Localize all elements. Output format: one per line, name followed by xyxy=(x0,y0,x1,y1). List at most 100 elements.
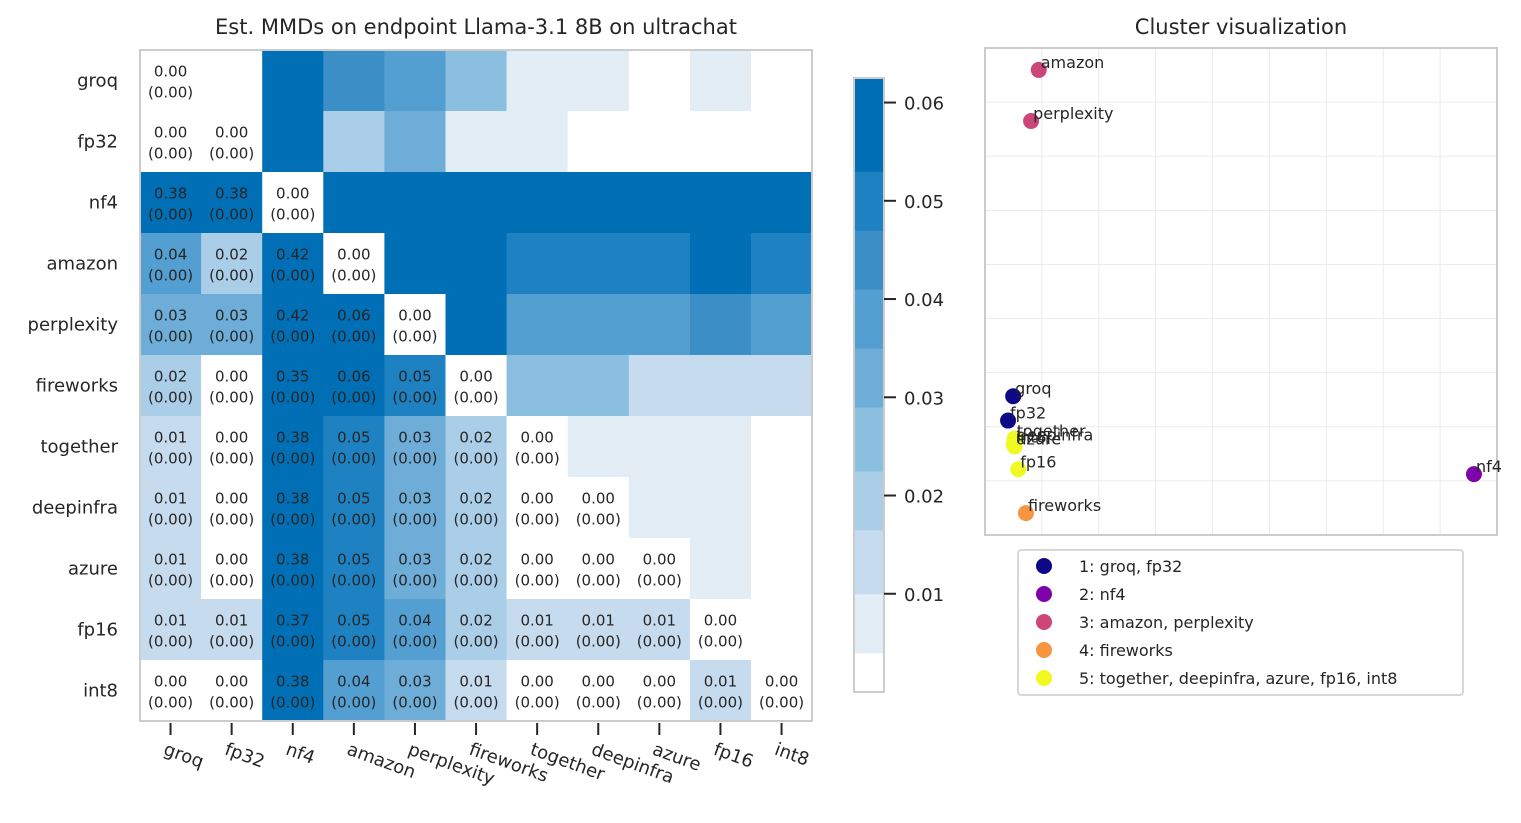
cell-std: (0.00) xyxy=(331,389,376,407)
cell-value: 0.00 xyxy=(398,307,431,325)
heatmap-cell-perplexity-amazon xyxy=(323,294,385,356)
heatmap-title: Est. MMDs on endpoint Llama-3.1 8B on ul… xyxy=(215,15,737,39)
cell-std: (0.00) xyxy=(698,633,743,651)
cell-value: 0.00 xyxy=(643,551,676,569)
cell-value: 0.00 xyxy=(215,124,248,142)
heatmap-cell-deepinfra-perplexity xyxy=(384,477,447,539)
cell-std: (0.00) xyxy=(453,511,498,529)
cell-std: (0.00) xyxy=(453,633,498,651)
cell-std: (0.00) xyxy=(270,389,315,407)
cell-label-perplexity-amazon: 0.06 (0.00) xyxy=(331,307,376,346)
cell-label-deepinfra-groq: 0.01 (0.00) xyxy=(148,490,193,529)
cell-std: (0.00) xyxy=(331,572,376,590)
colorbar-tick-0.06: 0.06 xyxy=(904,94,944,115)
cell-std: (0.00) xyxy=(515,450,560,468)
cell-label-int8-amazon: 0.04 (0.00) xyxy=(331,673,376,712)
heatmap-cell-fp16-groq xyxy=(140,599,202,661)
cell-value: 0.38 xyxy=(276,551,309,569)
y-tick-deepinfra: deepinfra xyxy=(32,498,118,519)
heatmap-y-ticks: groq fp32 nf4 amazon perplexity fireworks toge… xyxy=(28,71,119,702)
y-tick-int8: int8 xyxy=(83,681,118,702)
y-tick-groq: groq xyxy=(77,71,118,92)
colorbar-segment-3 xyxy=(854,470,884,531)
cell-std: (0.00) xyxy=(270,511,315,529)
cell-value: 0.02 xyxy=(215,246,248,264)
cell-label-fireworks-groq: 0.02 (0.00) xyxy=(148,368,193,407)
cell-std: (0.00) xyxy=(453,450,498,468)
colorbar-tick-0.03: 0.03 xyxy=(904,388,944,409)
cell-label-azure-nf4: 0.38 (0.00) xyxy=(270,551,315,590)
heatmap-cell-nf4-int8 xyxy=(751,172,813,234)
heatmap-cell-together-azure xyxy=(628,416,691,478)
point-label-nf4: nf4 xyxy=(1476,457,1502,476)
cell-std: (0.00) xyxy=(515,511,560,529)
heatmap-cell-amazon-deepinfra xyxy=(567,233,630,295)
point-perplexity xyxy=(1023,113,1040,130)
heatmap-cell-nf4-fp16 xyxy=(689,172,752,234)
heatmap-cell-amazon-amazon xyxy=(323,233,385,295)
heatmap-cell-groq-perplexity xyxy=(384,50,447,112)
heatmap-cell-azure-fp16 xyxy=(689,538,752,600)
cell-value: 0.05 xyxy=(398,368,431,386)
cell-std: (0.00) xyxy=(453,572,498,590)
cell-value: 0.00 xyxy=(459,368,492,386)
heatmap-cell-nf4-nf4 xyxy=(262,172,324,234)
heatmap-cell-int8-groq xyxy=(140,660,202,722)
heatmap-cell-int8-nf4 xyxy=(262,660,324,722)
cell-label-fp16-fp16: 0.00 (0.00) xyxy=(698,612,743,651)
heatmap-cell-together-fp16 xyxy=(689,416,752,478)
heatmap-cell-perplexity-azure xyxy=(628,294,691,356)
heatmap-cell-labels: 0.00 (0.00) 0.00 (0.00) 0.00 (0.00) 0.38 (0.00)… xyxy=(148,63,804,712)
cell-value: 0.00 xyxy=(337,246,370,264)
cell-label-perplexity-perplexity: 0.00 (0.00) xyxy=(392,307,437,346)
colorbar-segment-6 xyxy=(854,289,884,349)
cell-label-deepinfra-fireworks: 0.02 (0.00) xyxy=(453,490,498,529)
legend-label-2: 2: nf4 xyxy=(1079,585,1126,604)
legend-marker-2 xyxy=(1036,586,1052,602)
heatmap-cell-together-nf4 xyxy=(262,416,324,478)
y-tick-amazon: amazon xyxy=(47,254,118,275)
heatmap-cell-deepinfra-fp32 xyxy=(201,477,263,539)
heatmap-cell-fireworks-int8 xyxy=(751,355,813,417)
cell-std: (0.00) xyxy=(209,145,254,163)
heatmap-cell-fireworks-fp16 xyxy=(689,355,752,417)
cell-std: (0.00) xyxy=(392,633,437,651)
cell-value: 0.03 xyxy=(398,673,431,691)
cell-label-deepinfra-nf4: 0.38 (0.00) xyxy=(270,490,315,529)
cell-std: (0.00) xyxy=(148,572,193,590)
cell-label-int8-azure: 0.00 (0.00) xyxy=(637,673,682,712)
cell-std: (0.00) xyxy=(759,694,804,712)
cell-label-int8-fp16: 0.01 (0.00) xyxy=(698,673,743,712)
cell-std: (0.00) xyxy=(209,328,254,346)
heatmap-cell-amazon-fp16 xyxy=(689,233,752,295)
cell-label-together-groq: 0.01 (0.00) xyxy=(148,429,193,468)
cell-std: (0.00) xyxy=(148,145,193,163)
cell-std: (0.00) xyxy=(148,328,193,346)
heatmap-cell-nf4-groq xyxy=(140,172,202,234)
cell-label-perplexity-groq: 0.03 (0.00) xyxy=(148,307,193,346)
cell-std: (0.00) xyxy=(331,328,376,346)
heatmap-cell-nf4-together xyxy=(506,172,569,234)
cell-std: (0.00) xyxy=(209,206,254,224)
heatmap-cell-fp32-fireworks xyxy=(445,111,508,173)
cell-std: (0.00) xyxy=(209,511,254,529)
cell-value: 0.00 xyxy=(215,429,248,447)
heatmap-cell-deepinfra-together xyxy=(506,477,569,539)
heatmap-cell-amazon-int8 xyxy=(751,233,813,295)
colorbar-segment-4 xyxy=(854,407,884,472)
cell-std: (0.00) xyxy=(148,450,193,468)
cell-label-fp16-deepinfra: 0.01 (0.00) xyxy=(576,612,621,651)
heatmap-cell-amazon-fp32 xyxy=(201,233,263,295)
cell-label-amazon-fp32: 0.02 (0.00) xyxy=(209,246,254,285)
heatmap-cell-deepinfra-int8 xyxy=(751,477,813,539)
cell-std: (0.00) xyxy=(270,450,315,468)
heatmap-cell-amazon-groq xyxy=(140,233,202,295)
heatmap-cell-amazon-nf4 xyxy=(262,233,324,295)
heatmap-cell-deepinfra-amazon xyxy=(323,477,385,539)
cell-value: 0.04 xyxy=(154,246,187,264)
cell-std: (0.00) xyxy=(270,633,315,651)
cell-value: 0.00 xyxy=(582,490,615,508)
heatmap-cell-fp32-deepinfra xyxy=(567,111,630,173)
cell-std: (0.00) xyxy=(148,633,193,651)
heatmap-cell-nf4-azure xyxy=(628,172,691,234)
